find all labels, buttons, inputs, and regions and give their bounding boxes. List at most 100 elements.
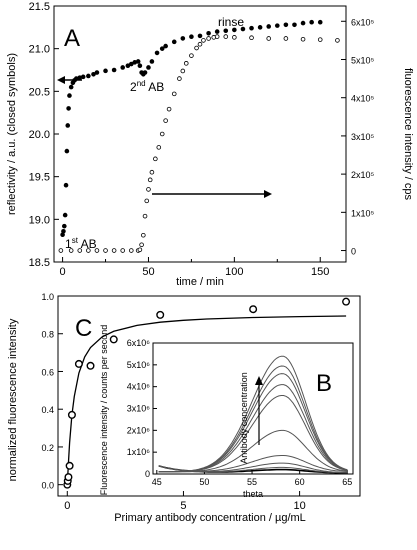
fluorescence-point <box>266 36 272 41</box>
y-tick-label: 0 <box>145 469 150 479</box>
y-tick-label: 4x10⁶ <box>127 382 151 392</box>
x-tick-label: 5 <box>180 500 186 512</box>
reflectivity-point <box>171 39 177 45</box>
y-tick-label: 3x10⁶ <box>127 404 151 414</box>
panel-b-spectra <box>158 355 348 474</box>
reflectivity-point <box>292 22 297 28</box>
x-tick-label: 150 <box>311 266 329 278</box>
fluorescence-point <box>159 131 165 137</box>
reflectivity-point <box>135 59 141 64</box>
panel-c-chart: 0 5 10 0.0 0.2 0.4 0.6 0.8 1.0 Primary antibody… <box>7 292 361 524</box>
reflectivity-point <box>68 84 74 90</box>
y-left-tick-label: 20.0 <box>29 129 50 141</box>
panel-c-y-label: normalized fluorescence intensity <box>7 318 19 481</box>
y-left-tick-label: 19.5 <box>29 172 50 184</box>
fluorescence-point <box>149 169 155 175</box>
reflectivity-point <box>300 20 306 26</box>
reflectivity-point <box>125 63 131 69</box>
y-tick-label: 0.0 <box>41 481 54 491</box>
fluorescence-point <box>214 34 220 39</box>
reflectivity-point <box>111 67 117 73</box>
fluorescence-point <box>111 248 117 253</box>
fluorescence-point <box>317 37 323 42</box>
reflectivity-point <box>309 19 314 25</box>
x-tick-label: 0 <box>60 266 66 278</box>
reflectivity-point <box>62 223 67 229</box>
y-left-tick-label: 21.0 <box>29 44 50 56</box>
left-axis-arrow <box>57 76 82 84</box>
panel-a-y-left-label: reflectivity / a.u. (closed symbols) <box>6 53 18 215</box>
y-tick-label: 2x10⁶ <box>127 425 151 435</box>
y-tick-label: 0.8 <box>41 330 54 340</box>
y-right-tick-label: 0 <box>351 247 356 257</box>
reflectivity-point <box>137 63 143 69</box>
fluorescence-point <box>58 248 64 253</box>
y-right-tick-label: 6x10⁵ <box>351 17 375 27</box>
fluorescence-point <box>180 68 186 74</box>
panel-a-y-right-label: fluorescence intensity / cps <box>402 68 414 201</box>
measured-point <box>156 310 165 319</box>
fluorescence-point <box>201 38 206 43</box>
panel-c-x-label: Primary antibody concentration / µg/mL <box>114 512 306 524</box>
reflectivity-point <box>214 29 220 34</box>
fluorescence-point <box>166 106 172 112</box>
reflectivity-point <box>154 50 160 56</box>
y-tick-label: 0.6 <box>41 367 54 377</box>
fluorescence-point <box>163 118 168 123</box>
fluorescence-point <box>77 248 83 253</box>
fluorescence-point <box>94 248 100 253</box>
reflectivity-point <box>94 70 100 75</box>
panel-a-chart: 0 50 100 150 18.5 19.0 19.5 20.0 20.5 21.0 21.5 0… <box>6 1 414 288</box>
y-tick-label: 0.2 <box>41 443 54 453</box>
y-right-tick-label: 4x10⁵ <box>351 94 375 104</box>
fluorescence-point <box>137 247 143 253</box>
fluorescence-point <box>183 61 189 66</box>
panel-a-x-axis: 0 50 100 150 <box>60 257 329 278</box>
fluorescence-point <box>86 248 91 253</box>
reflectivity-point <box>132 60 138 65</box>
y-tick-label: 1x10⁶ <box>127 447 151 457</box>
fluorescence-point <box>232 35 237 40</box>
x-tick-label: 65 <box>342 477 352 487</box>
y-tick-label: 6x10⁶ <box>127 338 151 348</box>
fluorescence-point <box>139 242 144 248</box>
panel-a-x-label: time / min <box>176 276 224 288</box>
reflectivity-point <box>103 68 108 74</box>
fluorescence-point <box>146 187 151 192</box>
antibody-concentration-arrow <box>255 376 263 445</box>
reflectivity-point <box>317 19 323 25</box>
y-tick-label: 0.4 <box>41 405 54 415</box>
reflectivity-point <box>80 74 86 80</box>
x-tick-label: 0 <box>64 500 70 512</box>
reflectivity-point <box>91 71 96 77</box>
measured-point <box>65 461 74 470</box>
fluorescence-point <box>177 76 182 81</box>
y-right-tick-label: 2x10⁵ <box>351 170 375 180</box>
fluorescence-point <box>128 248 134 253</box>
fluorescence-point <box>206 36 211 41</box>
second-ab-annotation: 2nd AB <box>130 79 164 94</box>
y-right-tick-label: 5x10⁵ <box>351 55 375 65</box>
y-tick-label: 1.0 <box>41 292 54 302</box>
panel-a-y-right-axis: 0 1x10⁵ 2x10⁵ 3x10⁵ 4x10⁵ 5x10⁵ 6x10⁵ <box>341 17 375 257</box>
reflectivity-point <box>257 25 263 30</box>
reflectivity-point <box>240 26 246 32</box>
fluorescence-point <box>171 91 177 97</box>
panel-b-y-axis: 0 1x10⁶ 2x10⁶ 3x10⁶ 4x10⁶ 5x10⁶ 6x10⁶ <box>127 338 157 479</box>
measured-point <box>342 297 351 306</box>
reflectivity-point <box>159 46 165 51</box>
panel-b-letter: B <box>316 370 332 397</box>
reflectivity-point <box>128 61 134 67</box>
fluorescence-point <box>156 145 162 150</box>
y-left-tick-label: 20.5 <box>29 86 50 98</box>
rinse-annotation: rinse <box>218 15 244 29</box>
x-tick-label: 50 <box>199 477 209 487</box>
fluorescence-point <box>249 35 254 41</box>
right-axis-arrow <box>152 190 272 198</box>
fluorescence-point <box>335 38 340 43</box>
reflectivity-point <box>232 27 237 33</box>
reflectivity-point <box>63 182 69 188</box>
x-tick-label: 55 <box>247 477 257 487</box>
antibody-concentration-annotation: Antibody concentration <box>239 372 249 464</box>
